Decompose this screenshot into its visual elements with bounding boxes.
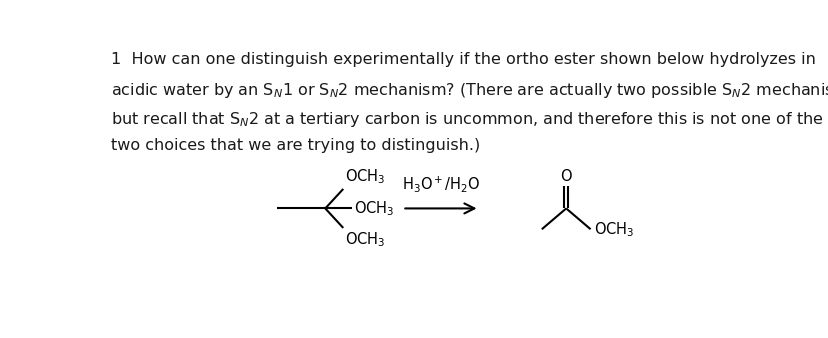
Text: but recall that S$_N$2 at a tertiary carbon is uncommon, and therefore this is n: but recall that S$_N$2 at a tertiary car… <box>111 110 823 128</box>
Text: OCH$_3$: OCH$_3$ <box>593 220 633 239</box>
Text: OCH$_3$: OCH$_3$ <box>353 199 393 218</box>
Text: OCH$_3$: OCH$_3$ <box>344 168 385 186</box>
Text: acidic water by an S$_N$1 or S$_N$2 mechanism? (There are actually two possible : acidic water by an S$_N$1 or S$_N$2 mech… <box>111 81 828 100</box>
Text: OCH$_3$: OCH$_3$ <box>344 231 385 249</box>
Text: O: O <box>560 169 571 184</box>
Text: two choices that we are trying to distinguish.): two choices that we are trying to distin… <box>111 138 480 153</box>
Text: 1  How can one distinguish experimentally if the ortho ester shown below hydroly: 1 How can one distinguish experimentally… <box>111 52 816 67</box>
Text: H$_3$O$^+$/H$_2$O: H$_3$O$^+$/H$_2$O <box>402 174 479 194</box>
